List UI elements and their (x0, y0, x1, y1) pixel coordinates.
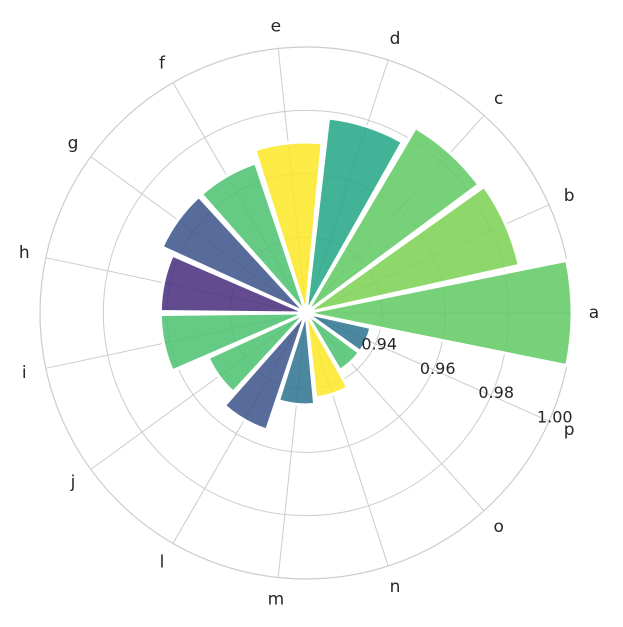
bar-layer (158, 116, 574, 432)
bar-b (305, 184, 522, 315)
bar-i (158, 311, 307, 373)
category-label-g: g (68, 134, 79, 154)
bar-a (305, 258, 574, 368)
category-label-b: b (564, 186, 575, 206)
bar-e (252, 140, 324, 314)
category-label-n: n (390, 577, 401, 597)
category-label-c: c (494, 89, 503, 109)
bar-d (304, 116, 405, 314)
category-label-i: i (22, 363, 27, 383)
category-label-o: o (493, 517, 503, 537)
category-label-d: d (390, 29, 401, 49)
radial-tick-label: 0.98 (478, 383, 514, 402)
label-layer: a b c d e f g h i j l m n o p 0.94 0.96 0.98 1.00 (19, 17, 599, 610)
bar-p (305, 311, 373, 354)
bar-m (276, 312, 317, 407)
radial-tick-label: 1.00 (537, 407, 573, 426)
category-label-f: f (159, 54, 166, 74)
category-label-j: j (70, 472, 76, 492)
bar-c (304, 125, 481, 315)
category-label-e: e (271, 17, 281, 37)
category-label-p: p (564, 420, 575, 440)
bar-n (304, 312, 351, 400)
category-label-a: a (589, 303, 599, 323)
radial-tick-label: 0.94 (361, 335, 397, 354)
bar-h (158, 253, 307, 315)
category-label-h: h (19, 243, 30, 263)
category-label-m: m (268, 589, 285, 609)
category-label-l: l (160, 552, 165, 572)
bar-l (222, 312, 308, 432)
bar-f (199, 161, 308, 314)
bar-g (160, 194, 308, 315)
bar-j (206, 311, 308, 395)
radial-tick-label: 0.96 (420, 359, 456, 378)
